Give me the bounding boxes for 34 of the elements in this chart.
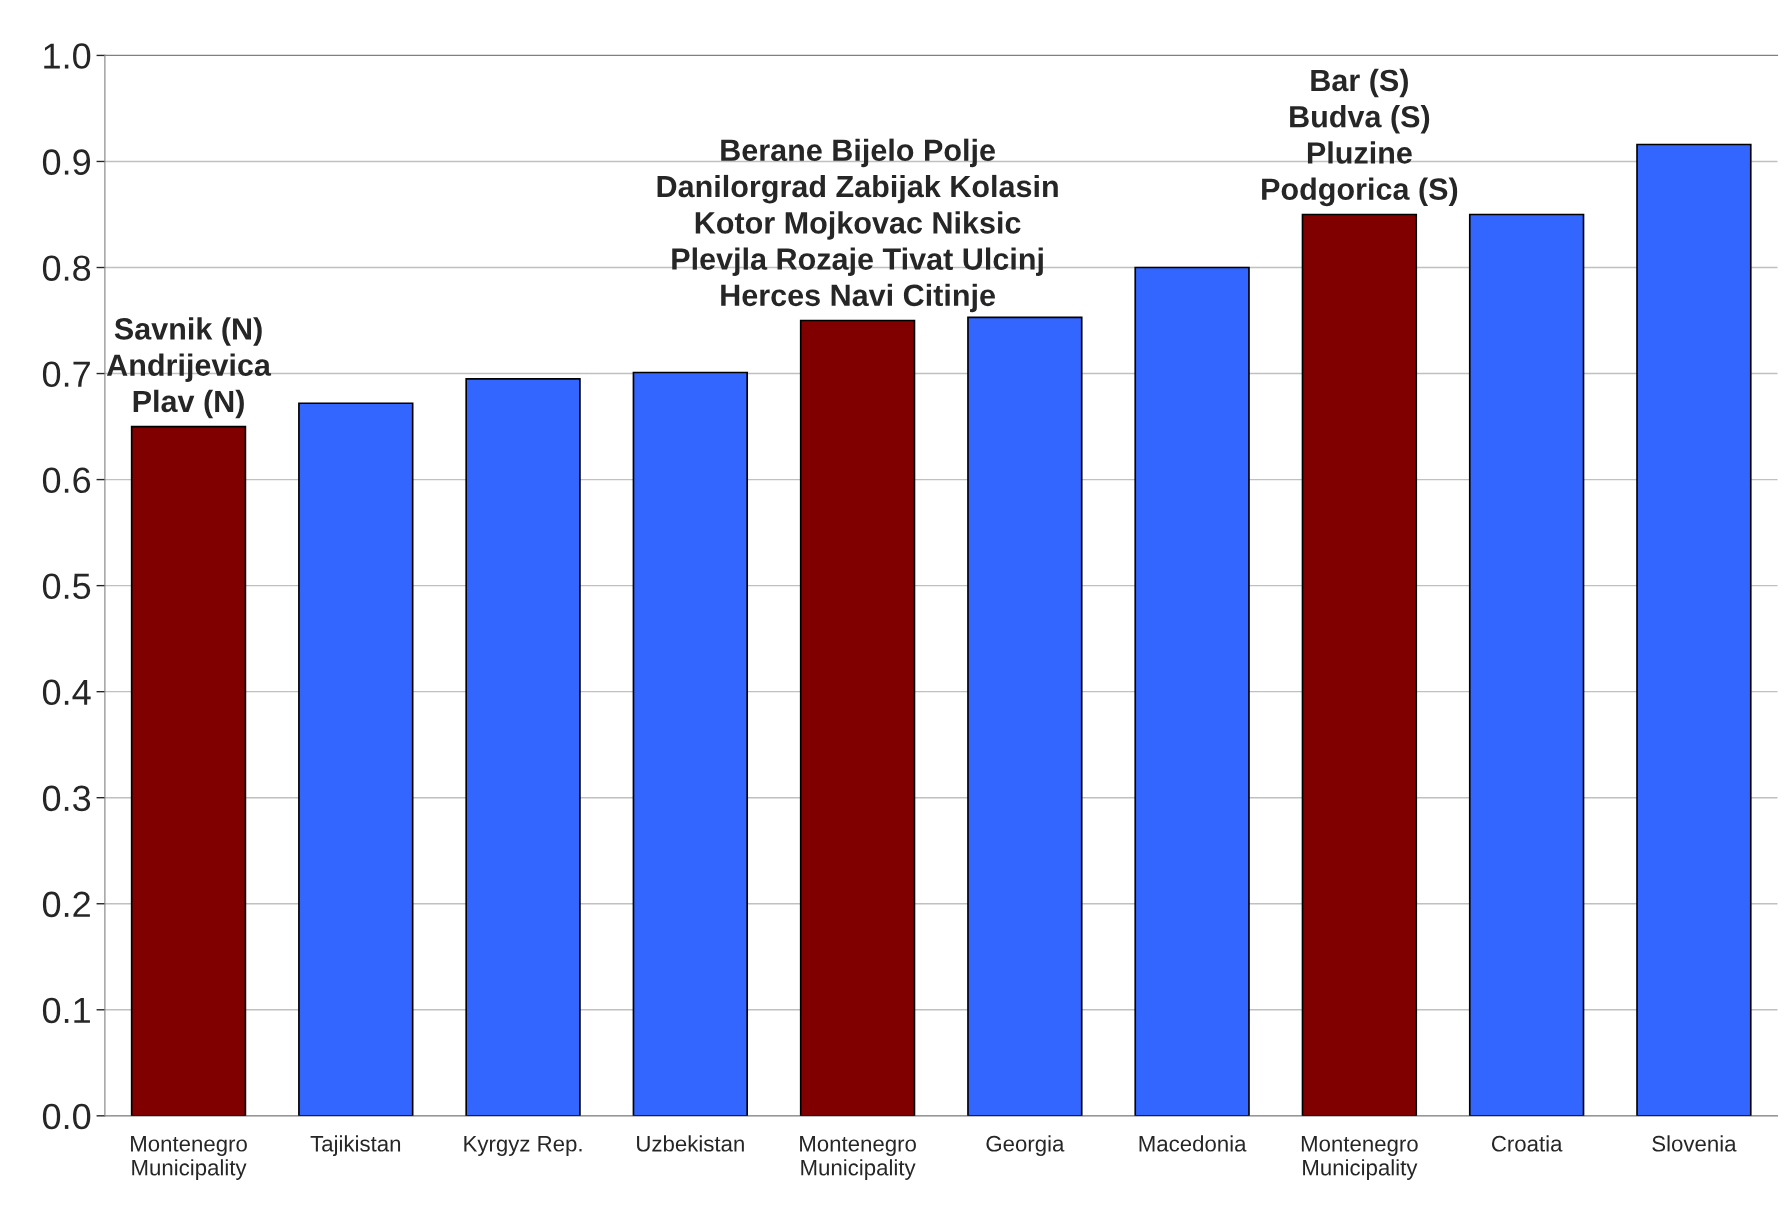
bar (130, 425, 247, 1116)
bar (632, 371, 749, 1116)
y-tick-label: 0.5 (42, 573, 91, 600)
x-tick-label: Macedonia (1139, 1135, 1247, 1152)
x-tick-label: Montenegro Municipality (131, 1136, 247, 1180)
y-tick-label: 0.7 (42, 361, 90, 387)
bar (465, 378, 581, 1116)
annotation: Savnik (N) Andrijevica Plav (N) (106, 317, 272, 419)
y-tick-label: 1.0 (44, 43, 91, 69)
x-tick-label: Croatia (1491, 1135, 1563, 1152)
x-tick-label: Uzbekistan (637, 1135, 744, 1152)
annotation: Bar (S) Budva (S) Pluzine Podgorica (S) (1262, 68, 1458, 207)
y-tick-label: 0.0 (42, 1103, 91, 1130)
y-tick-label: 0.3 (42, 785, 91, 812)
bar (1301, 213, 1418, 1116)
y-tick-label: 0.1 (42, 997, 90, 1024)
bar (1468, 213, 1585, 1116)
y-tick-label: 0.8 (42, 255, 91, 281)
x-tick-label: Kyrgyz Rep. (464, 1136, 582, 1156)
x-tick-label: Slovenia (1652, 1135, 1737, 1152)
bar (1636, 143, 1752, 1116)
bar (298, 402, 414, 1116)
y-tick-label: 0.6 (42, 467, 91, 494)
bar (799, 319, 916, 1116)
y-tick-label: 0.4 (42, 679, 91, 706)
y-tick-label: 0.2 (42, 891, 90, 918)
x-tick-label: Montenegro Municipality (800, 1136, 916, 1180)
y-tick-label: 0.9 (42, 149, 90, 175)
annotation: Berane Bijelo Polje Danilorgrad Zabijak Kolasin Kotor Mojkovac Niksic Plevjla Rozaje Tivat Ulcinj Herces Navi Citinje (657, 138, 1058, 313)
bar (967, 316, 1083, 1116)
x-tick-label: Georgia (986, 1135, 1065, 1156)
bar (1134, 266, 1250, 1116)
x-tick-label: Montenegro Municipality (1301, 1136, 1418, 1180)
x-tick-label: Tajikistan (310, 1135, 401, 1156)
